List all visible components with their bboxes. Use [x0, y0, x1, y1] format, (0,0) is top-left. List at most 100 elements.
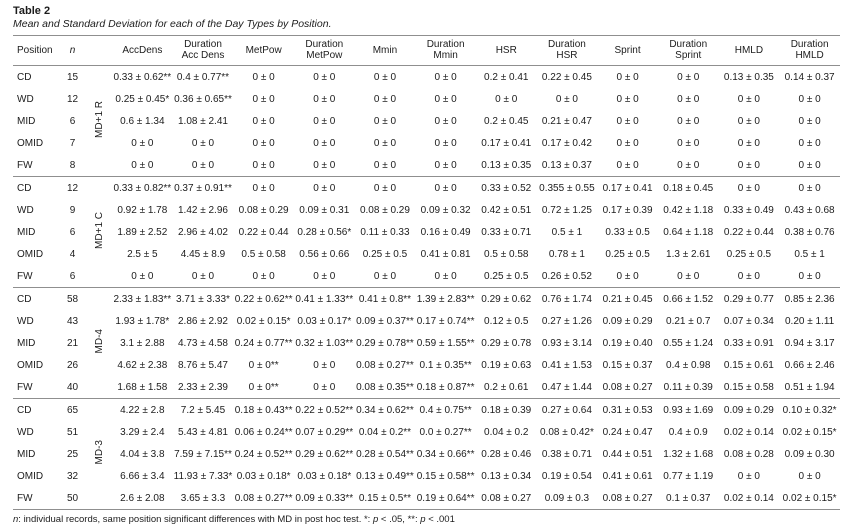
column-header: Duration HSR — [536, 35, 598, 66]
value-cell: 0.33 ± 0.49 — [723, 204, 774, 216]
value-cell: 0 ± 0 — [415, 154, 476, 177]
value-cell: 0 ± 0 — [434, 137, 457, 149]
table-label: Table 2 — [13, 5, 51, 17]
position-cell: CD — [17, 182, 32, 194]
value-cell: 0.85 ± 2.36 — [784, 293, 835, 305]
value-cell: 2.5 ± 5 — [127, 248, 158, 260]
value-cell: 0 ± 0 — [172, 265, 234, 288]
value-cell: 0.42 ± 1.18 — [663, 204, 714, 216]
value-cell: 0.4 ± 0.77** — [176, 71, 230, 83]
value-cell: 0.15 ± 0.37 — [602, 359, 653, 371]
value-cell: 0 ± 0 — [373, 115, 397, 127]
n-cell: 12 — [66, 182, 79, 194]
table-body: CD 15 MD+1 R 0.33 ± 0.62** 0.4 ± 0.77** 0 ± 0… — [13, 65, 840, 510]
value-cell: 0.1 ± 0.37 — [657, 487, 719, 510]
day-type-group-label: MD-4 — [93, 329, 105, 354]
value-cell: 0.17 ± 0.74** — [416, 315, 475, 327]
value-cell: 0 ± 0 — [616, 71, 639, 83]
value-cell: 0.03 ± 0.18* — [236, 470, 291, 482]
value-cell: 0.08 ± 0.27** — [356, 359, 414, 371]
position-cell: OMID — [17, 359, 44, 371]
n-cell: 9 — [69, 204, 76, 216]
value-cell: 0.22 ± 0.52** — [295, 404, 354, 416]
value-cell: 1.08 ± 2.41 — [177, 115, 228, 127]
value-cell: 0.09 ± 0.3 — [536, 487, 598, 510]
value-cell: 0 ± 0 — [172, 154, 234, 177]
value-cell: 0 ± 0 — [313, 359, 336, 371]
value-cell: 0.21 ± 0.45 — [602, 293, 653, 305]
value-cell: 0.08 ± 0.42* — [539, 426, 594, 438]
value-cell: 0 ± 0 — [798, 115, 821, 127]
table-row: MID 6 1.89 ± 2.52 2.96 ± 4.02 0.22 ± 0.44 0.2… — [13, 221, 840, 243]
column-header: Duration Sprint — [657, 35, 719, 66]
value-cell: 0 ± 0 — [657, 265, 719, 288]
value-cell: 0.08 ± 0.27 — [475, 487, 537, 510]
value-cell: 0.17 ± 0.41 — [481, 137, 532, 149]
column-header: Sprint — [597, 35, 658, 66]
position-cell: CD — [17, 293, 32, 305]
value-cell: 1.3 ± 2.61 — [666, 248, 711, 260]
value-cell: 0.33 ± 0.62** — [113, 71, 172, 83]
day-types-by-position-table: Position n AccDens Duration Acc Dens MetPow D… — [13, 35, 840, 510]
value-cell: 0 ± 0 — [597, 154, 658, 177]
value-cell: 0 ± 0 — [252, 93, 275, 105]
value-cell: 0.56 ± 0.66 — [299, 248, 350, 260]
n-cell: 7 — [69, 137, 76, 149]
value-cell: 0 ± 0 — [779, 265, 840, 288]
n-cell: 40 — [59, 376, 86, 399]
position-cell: WD — [17, 204, 34, 216]
position-cell: OMID — [17, 248, 44, 260]
position-cell: FW — [13, 376, 59, 399]
value-cell: 0.18 ± 0.39 — [481, 404, 532, 416]
value-cell: 0.4 ± 0.98 — [666, 359, 711, 371]
value-cell: 0.17 ± 0.42 — [541, 137, 592, 149]
value-cell: 0 ± 0 — [798, 93, 821, 105]
value-cell: 0 ± 0 — [657, 154, 719, 177]
value-cell: 0.15 ± 0.5** — [354, 487, 416, 510]
value-cell: 0.37 ± 0.91** — [174, 182, 232, 194]
value-cell: 0.26 ± 0.52 — [536, 265, 598, 288]
value-cell: 0.16 ± 0.49 — [420, 226, 471, 238]
value-cell: 0.02 ± 0.14 — [718, 487, 780, 510]
table-row: MID 25 4.04 ± 3.8 7.59 ± 7.15** 0.24 ± 0.52*… — [13, 443, 840, 465]
value-cell: 0.24 ± 0.47 — [602, 426, 653, 438]
value-cell: 0.25 ± 0.5 — [726, 248, 772, 260]
value-cell: 0.72 ± 1.25 — [541, 204, 592, 216]
value-cell: 0 ± 0 — [616, 115, 639, 127]
value-cell: 0.02 ± 0.15* — [236, 315, 291, 327]
value-cell: 0 ± 0 — [737, 182, 760, 194]
value-cell: 0.51 ± 1.94 — [779, 376, 840, 399]
table-row: WD 12 0.25 ± 0.45* 0.36 ± 0.65** 0 ± 0 0 ± 0 0… — [13, 88, 840, 110]
value-cell: 0 ± 0 — [798, 137, 821, 149]
n-cell: 21 — [66, 337, 79, 349]
value-cell: 0.93 ± 3.14 — [541, 337, 592, 349]
table-row: CD 58 MD-4 2.33 ± 1.83** 3.71 ± 3.33* 0.22 ± … — [13, 287, 840, 399]
value-cell: 0.1 ± 0.35** — [419, 359, 472, 371]
value-cell: 0.41 ± 0.8** — [358, 293, 412, 305]
value-cell: 0 ± 0 — [677, 137, 700, 149]
value-cell: 0.22 ± 0.45 — [541, 71, 592, 83]
value-cell: 0 ± 0 — [313, 182, 336, 194]
value-cell: 0 ± 0 — [293, 154, 355, 177]
n-cell: 50 — [59, 487, 86, 510]
value-cell: 4.62 ± 2.38 — [117, 359, 168, 371]
table-row: CD 15 MD+1 R 0.33 ± 0.62** 0.4 ± 0.77** 0 ± 0… — [13, 65, 840, 177]
value-cell: 0.09 ± 0.31 — [299, 204, 350, 216]
n-cell: 6 — [59, 265, 86, 288]
value-cell: 0.17 ± 0.39 — [602, 204, 653, 216]
value-cell: 3.71 ± 3.33* — [176, 293, 230, 305]
value-cell: 0 ± 0 — [373, 137, 397, 149]
value-cell: 0.355 ± 0.55 — [539, 182, 595, 194]
value-cell: 0.0 ± 0.27** — [419, 426, 472, 438]
value-cell: 0.4 ± 0.75** — [419, 404, 472, 416]
value-cell: 0 ± 0 — [313, 115, 336, 127]
value-cell: 3.1 ± 2.88 — [120, 337, 165, 349]
value-cell: 0.66 ± 1.52 — [663, 293, 714, 305]
value-cell: 0.41 ± 1.33** — [295, 293, 354, 305]
value-cell: 0 ± 0 — [373, 93, 397, 105]
value-cell: 0 ± 0 — [737, 93, 760, 105]
value-cell: 0.5 ± 0.58 — [484, 248, 529, 260]
value-cell: 0 ± 0 — [434, 71, 457, 83]
value-cell: 0.22 ± 0.62** — [234, 293, 293, 305]
n-cell: 43 — [66, 315, 79, 327]
